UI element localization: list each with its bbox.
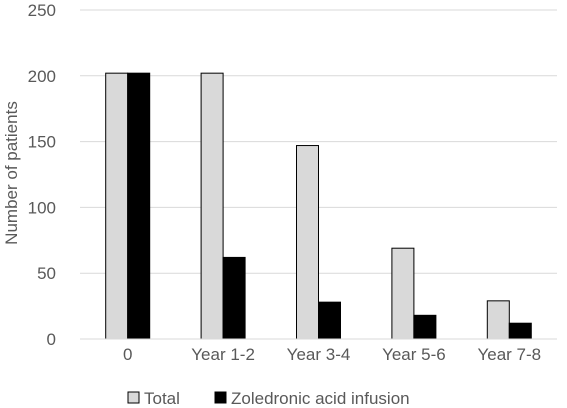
bar-zoledronic-acid-infusion (127, 72, 151, 340)
x-tick-label: Year 5-6 (382, 345, 446, 364)
bar-zoledronic-acid-infusion (222, 256, 246, 340)
bar-total (391, 247, 415, 340)
x-tick-label: 0 (123, 345, 132, 364)
bar-total (296, 145, 319, 340)
bar-zoledronic-acid-infusion (413, 314, 437, 340)
bar-zoledronic-acid-infusion (318, 301, 341, 340)
y-tick-label: 0 (47, 330, 56, 349)
y-tick-label: 50 (37, 264, 56, 283)
bar-zoledronic-acid-infusion (508, 322, 532, 340)
y-axis-tick-labels: 0 50 100 150 200 250 (28, 1, 56, 349)
gridlines (80, 9, 557, 274)
legend-label: Total (144, 389, 180, 408)
bar-total (105, 72, 129, 340)
bars (105, 72, 532, 340)
legend-swatch (127, 391, 140, 404)
legend: Total Zoledronic acid infusion (127, 389, 410, 408)
y-axis-title: Number of patients (2, 101, 21, 245)
y-tick-label: 200 (28, 67, 56, 86)
legend-swatch (214, 391, 227, 404)
x-axis-tick-labels: 0 Year 1-2 Year 3-4 Year 5-6 Year 7-8 (123, 345, 541, 364)
x-tick-label: Year 3-4 (287, 345, 351, 364)
y-tick-label: 250 (28, 1, 56, 20)
x-tick-label: Year 7-8 (477, 345, 541, 364)
x-tick-label: Year 1-2 (191, 345, 255, 364)
y-tick-label: 150 (28, 133, 56, 152)
bar-total (486, 300, 510, 340)
legend-label: Zoledronic acid infusion (231, 389, 410, 408)
bar-total (200, 72, 224, 340)
y-tick-label: 100 (28, 198, 56, 217)
